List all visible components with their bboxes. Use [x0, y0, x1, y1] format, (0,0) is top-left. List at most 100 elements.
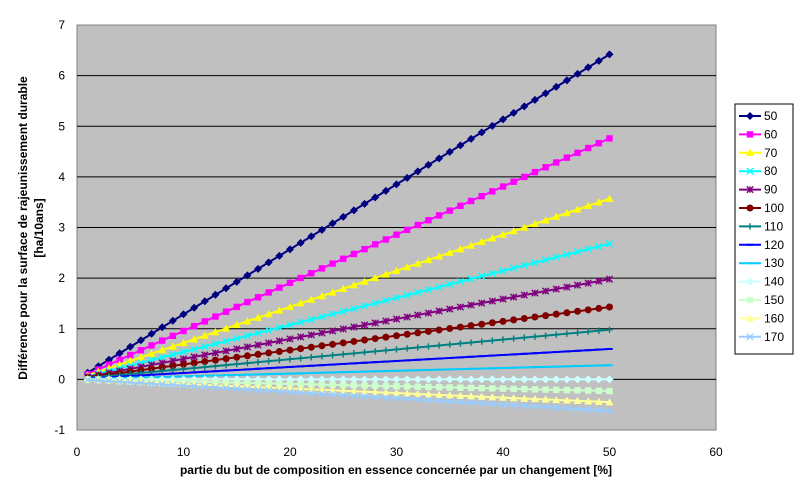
data-point: [435, 326, 443, 334]
data-point: [424, 327, 432, 335]
data-point: [244, 359, 251, 367]
data-point: [159, 367, 166, 375]
data-point: [595, 140, 603, 147]
data-point: [563, 330, 571, 337]
data-point: [413, 375, 422, 384]
legend-label: 60: [764, 127, 778, 141]
data-point: [361, 336, 369, 344]
data-point: [371, 193, 380, 202]
legend-marker: [746, 112, 754, 120]
data-point: [499, 336, 507, 343]
data-point: [584, 279, 592, 287]
data-point: [297, 355, 304, 362]
data-point: [308, 381, 315, 388]
data-point: [425, 383, 432, 391]
data-point: [180, 365, 187, 373]
data-point: [201, 358, 209, 366]
data-point: [329, 352, 336, 359]
data-point: [318, 381, 326, 388]
data-point: [350, 391, 358, 400]
data-point: [552, 395, 561, 404]
data-point: [403, 383, 411, 390]
y-tick-label: 1: [58, 322, 65, 336]
data-point: [190, 322, 198, 330]
data-point: [435, 252, 444, 260]
data-point: [329, 260, 336, 267]
data-point: [553, 386, 560, 394]
data-point: [478, 399, 486, 407]
data-point: [307, 232, 316, 241]
data-point: [392, 394, 401, 402]
data-point: [328, 390, 337, 399]
data-point: [360, 302, 369, 310]
data-point: [297, 274, 304, 282]
data-point: [328, 375, 337, 384]
data-point: [222, 337, 230, 345]
data-point: [361, 382, 368, 389]
data-point: [435, 307, 443, 315]
data-point: [265, 289, 272, 296]
data-point: [243, 385, 252, 394]
data-point: [222, 284, 231, 293]
data-point: [318, 265, 326, 272]
data-point: [360, 199, 369, 208]
data-point: [329, 340, 337, 348]
y-tick-label: 3: [58, 221, 65, 235]
data-point: [159, 337, 166, 344]
data-point: [563, 283, 571, 291]
data-point: [276, 380, 283, 387]
data-point: [318, 390, 326, 398]
data-point: [286, 302, 294, 311]
data-point: [190, 382, 198, 390]
data-point: [372, 241, 379, 248]
data-point: [499, 317, 507, 325]
data-point: [585, 328, 592, 335]
data-point: [520, 375, 529, 384]
data-point: [286, 380, 294, 388]
data-point: [605, 194, 614, 202]
y-axis-title-line-2: [ha/10ans]: [32, 198, 46, 257]
data-point: [329, 381, 336, 389]
data-point: [201, 363, 208, 371]
data-point: [286, 245, 294, 254]
data-point: [179, 348, 188, 356]
data-point: [190, 353, 198, 361]
data-point: [510, 385, 517, 393]
data-point: [318, 353, 326, 360]
data-point: [530, 375, 539, 384]
data-point: [562, 76, 571, 85]
data-point: [200, 331, 209, 339]
data-point: [424, 396, 433, 404]
data-point: [127, 351, 134, 359]
data-point: [180, 327, 187, 335]
data-point: [179, 310, 188, 319]
data-point: [382, 236, 390, 243]
data-point: [425, 217, 432, 224]
data-point: [414, 288, 422, 297]
data-point: [222, 355, 230, 363]
data-point: [446, 305, 454, 313]
data-point: [180, 360, 187, 368]
legend-item-50: 50: [739, 109, 778, 123]
data-point: [456, 141, 465, 150]
data-point: [307, 331, 315, 339]
data-point: [573, 405, 582, 413]
data-point: [211, 349, 220, 357]
data-point: [286, 388, 294, 396]
data-point: [510, 335, 517, 342]
series-line-170: [87, 378, 610, 412]
data-point: [308, 354, 315, 361]
data-point: [467, 375, 476, 384]
data-point: [169, 332, 177, 339]
data-point: [574, 149, 581, 157]
data-point: [456, 245, 465, 253]
data-point: [445, 147, 454, 156]
data-point: [467, 384, 475, 392]
data-point: [286, 321, 294, 329]
data-point: [254, 386, 262, 394]
data-point: [371, 299, 379, 307]
data-point: [446, 207, 453, 214]
data-point: [243, 271, 252, 280]
series-170: [83, 376, 614, 415]
legend-label: 50: [764, 109, 778, 123]
